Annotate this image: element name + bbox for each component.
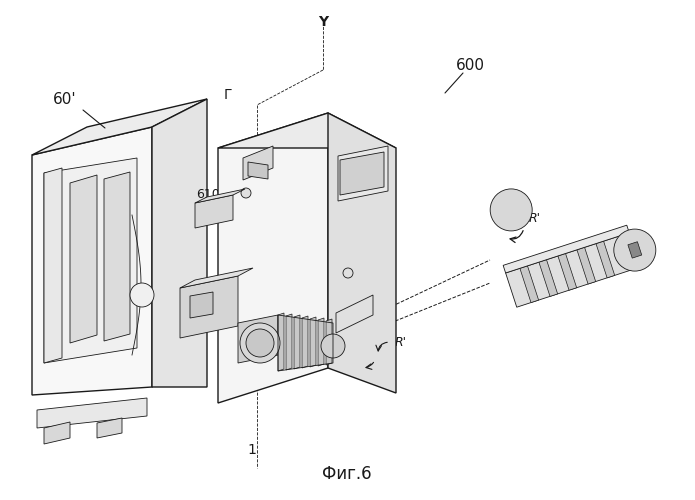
Text: 610: 610: [196, 188, 220, 202]
Polygon shape: [218, 113, 396, 148]
Circle shape: [240, 323, 280, 363]
Circle shape: [490, 189, 532, 231]
Polygon shape: [248, 162, 268, 179]
Circle shape: [241, 188, 251, 198]
Polygon shape: [97, 418, 122, 438]
Polygon shape: [278, 313, 284, 371]
Polygon shape: [243, 146, 273, 180]
Polygon shape: [596, 241, 614, 278]
Polygon shape: [628, 242, 641, 258]
Text: 1: 1: [247, 443, 256, 457]
Polygon shape: [37, 398, 147, 428]
Text: 60: 60: [325, 140, 345, 156]
Text: 810: 810: [273, 242, 297, 254]
Polygon shape: [70, 175, 97, 343]
Polygon shape: [152, 99, 207, 387]
Polygon shape: [318, 318, 324, 366]
Polygon shape: [338, 146, 388, 201]
Polygon shape: [104, 172, 130, 341]
Polygon shape: [310, 317, 316, 367]
Text: R': R': [395, 336, 407, 348]
Polygon shape: [195, 189, 245, 203]
Circle shape: [614, 229, 656, 271]
Text: 640: 640: [353, 312, 377, 324]
Circle shape: [321, 334, 345, 358]
Polygon shape: [506, 233, 640, 307]
Polygon shape: [44, 422, 70, 444]
Circle shape: [130, 283, 154, 307]
Polygon shape: [218, 113, 328, 403]
Text: 600: 600: [455, 58, 484, 72]
Polygon shape: [180, 276, 238, 338]
Polygon shape: [520, 266, 539, 302]
Polygon shape: [44, 168, 62, 363]
Polygon shape: [340, 152, 384, 195]
Text: Y: Y: [318, 15, 328, 29]
Polygon shape: [336, 295, 373, 333]
Polygon shape: [294, 315, 300, 369]
Polygon shape: [195, 195, 233, 228]
Circle shape: [343, 268, 353, 278]
Text: Фиг.6: Фиг.6: [322, 465, 372, 483]
Polygon shape: [328, 113, 396, 393]
Text: X': X': [376, 354, 388, 366]
Polygon shape: [539, 260, 557, 296]
Polygon shape: [180, 268, 253, 288]
Text: R': R': [529, 212, 541, 224]
Polygon shape: [238, 315, 278, 363]
Polygon shape: [326, 319, 332, 365]
Polygon shape: [302, 316, 308, 368]
Polygon shape: [32, 127, 152, 395]
Polygon shape: [190, 292, 213, 318]
Polygon shape: [503, 225, 629, 273]
Polygon shape: [44, 158, 137, 363]
Text: Г: Г: [224, 88, 232, 102]
Polygon shape: [286, 314, 292, 370]
Polygon shape: [577, 248, 596, 284]
Text: 60': 60': [54, 92, 77, 108]
Polygon shape: [32, 99, 207, 155]
Polygon shape: [558, 254, 577, 290]
Circle shape: [246, 329, 274, 357]
